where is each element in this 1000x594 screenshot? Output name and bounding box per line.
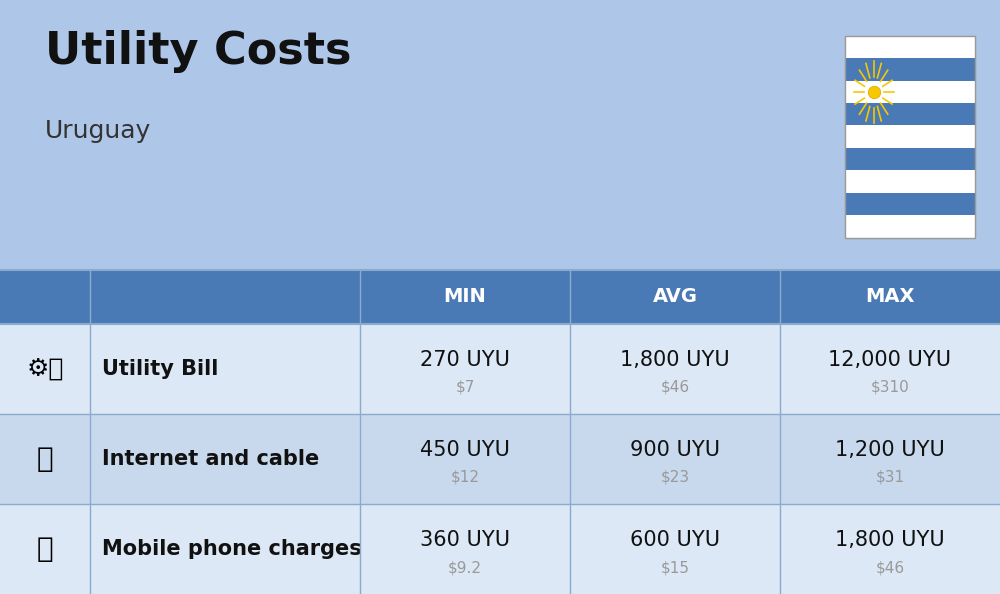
Text: Internet and cable: Internet and cable [102, 449, 319, 469]
Text: Utility Costs: Utility Costs [45, 30, 352, 72]
Text: 1,200 UYU: 1,200 UYU [835, 440, 945, 460]
FancyBboxPatch shape [0, 324, 1000, 414]
Text: 900 UYU: 900 UYU [630, 440, 720, 460]
FancyBboxPatch shape [845, 148, 975, 170]
Text: 1,800 UYU: 1,800 UYU [835, 530, 945, 551]
Text: MIN: MIN [444, 287, 486, 307]
Text: Mobile phone charges: Mobile phone charges [102, 539, 362, 560]
FancyBboxPatch shape [845, 215, 975, 238]
FancyBboxPatch shape [845, 36, 975, 58]
Text: $15: $15 [660, 560, 689, 575]
Text: $12: $12 [450, 470, 479, 485]
Text: $46: $46 [875, 560, 905, 575]
Text: MAX: MAX [865, 287, 915, 307]
Text: 12,000 UYU: 12,000 UYU [828, 350, 952, 370]
FancyBboxPatch shape [845, 36, 975, 238]
Text: Uruguay: Uruguay [45, 119, 151, 143]
Text: 270 UYU: 270 UYU [420, 350, 510, 370]
FancyBboxPatch shape [0, 414, 1000, 504]
Text: Utility Bill: Utility Bill [102, 359, 218, 379]
Text: 📡: 📡 [37, 445, 53, 473]
Text: $9.2: $9.2 [448, 560, 482, 575]
Text: AVG: AVG [652, 287, 697, 307]
FancyBboxPatch shape [845, 192, 975, 215]
FancyBboxPatch shape [845, 125, 975, 148]
Text: 600 UYU: 600 UYU [630, 530, 720, 551]
Text: 📱: 📱 [37, 535, 53, 564]
FancyBboxPatch shape [845, 103, 975, 125]
Text: $31: $31 [875, 470, 905, 485]
FancyBboxPatch shape [845, 170, 975, 192]
FancyBboxPatch shape [0, 504, 1000, 594]
Text: 360 UYU: 360 UYU [420, 530, 510, 551]
Text: ⚙🔌: ⚙🔌 [26, 357, 64, 381]
Text: 1,800 UYU: 1,800 UYU [620, 350, 730, 370]
Text: $310: $310 [871, 380, 909, 394]
Text: $46: $46 [660, 380, 690, 394]
FancyBboxPatch shape [0, 270, 1000, 324]
Text: $7: $7 [455, 380, 475, 394]
Text: 450 UYU: 450 UYU [420, 440, 510, 460]
FancyBboxPatch shape [845, 81, 975, 103]
FancyBboxPatch shape [845, 58, 975, 81]
Text: $23: $23 [660, 470, 690, 485]
